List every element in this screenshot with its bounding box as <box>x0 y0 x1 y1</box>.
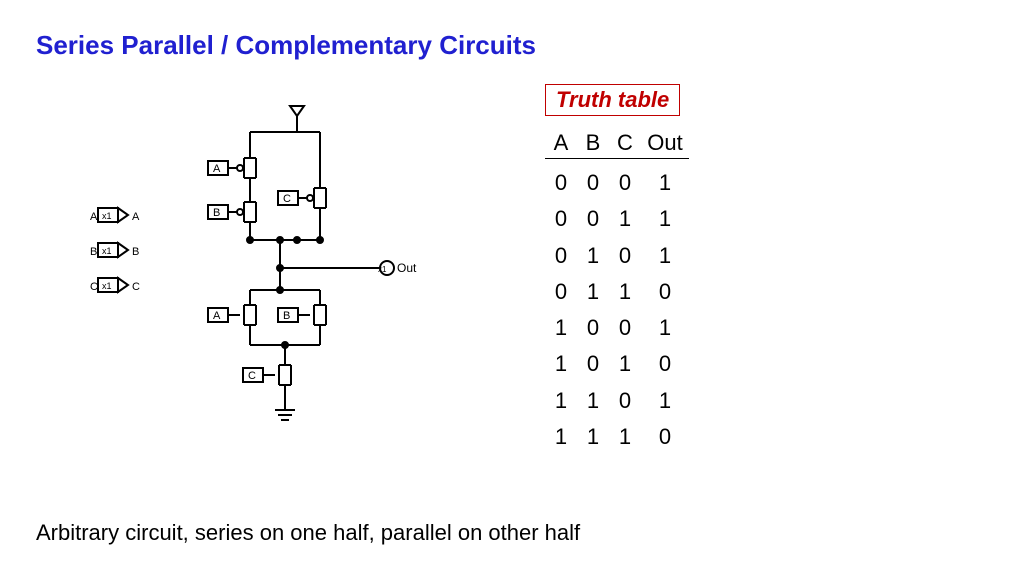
truth-table-cell: 0 <box>641 419 689 455</box>
th-a: A <box>545 130 577 156</box>
nmos-c: C <box>243 365 291 410</box>
truth-table-cell: 0 <box>609 310 641 346</box>
input-buffer-a: A x1 A <box>90 208 140 223</box>
truth-table-cell: 0 <box>545 238 577 274</box>
vdd-symbol <box>290 106 304 116</box>
svg-text:B: B <box>213 207 220 219</box>
truth-table-row: 0110 <box>545 274 689 310</box>
truth-table-cell: 1 <box>641 383 689 419</box>
truth-table-row: 0001 <box>545 165 689 201</box>
svg-text:C: C <box>90 281 98 293</box>
truth-table-cell: 1 <box>545 310 577 346</box>
truth-table-cell: 0 <box>577 346 609 382</box>
svg-text:C: C <box>132 281 140 293</box>
nmos-a: A <box>208 305 256 345</box>
pmos-b: B <box>208 192 256 240</box>
nmos-b: B <box>278 305 326 345</box>
truth-table: A B C Out 000100110101011010011010110111… <box>545 130 689 455</box>
pmos-c: C <box>278 178 326 240</box>
truth-table-cell: 1 <box>577 238 609 274</box>
truth-table-header: A B C Out <box>545 130 689 159</box>
truth-table-cell: 1 <box>641 165 689 201</box>
truth-table-cell: 0 <box>609 165 641 201</box>
truth-table-cell: 0 <box>577 310 609 346</box>
svg-text:x1: x1 <box>102 246 112 256</box>
slide-title: Series Parallel / Complementary Circuits <box>36 30 536 61</box>
truth-table-row: 1010 <box>545 346 689 382</box>
svg-text:C: C <box>283 193 291 205</box>
svg-text:B: B <box>90 246 97 258</box>
truth-table-cell: 1 <box>545 419 577 455</box>
truth-table-cell: 1 <box>609 201 641 237</box>
truth-table-cell: 1 <box>577 419 609 455</box>
th-out: Out <box>641 130 689 156</box>
truth-table-cell: 0 <box>609 383 641 419</box>
output-label: Out <box>397 261 417 275</box>
truth-table-cell: 1 <box>609 346 641 382</box>
svg-text:A: A <box>213 163 221 175</box>
th-b: B <box>577 130 609 156</box>
truth-table-cell: 1 <box>577 274 609 310</box>
svg-text:A: A <box>213 310 221 322</box>
truth-table-row: 0011 <box>545 201 689 237</box>
truth-table-row: 1001 <box>545 310 689 346</box>
truth-table-row: 1110 <box>545 419 689 455</box>
svg-text:x1: x1 <box>102 281 112 291</box>
truth-table-cell: 0 <box>577 201 609 237</box>
slide-caption: Arbitrary circuit, series on one half, p… <box>36 520 580 546</box>
truth-table-cell: 1 <box>641 238 689 274</box>
truth-table-cell: 0 <box>609 238 641 274</box>
truth-table-cell: 1 <box>545 346 577 382</box>
pmos-a: A <box>208 148 256 192</box>
input-buffer-b: B x1 B <box>90 243 139 258</box>
truth-table-row: 0101 <box>545 238 689 274</box>
svg-text:C: C <box>248 370 256 382</box>
truth-table-cell: 1 <box>545 383 577 419</box>
truth-table-label: Truth table <box>545 84 680 116</box>
input-buffer-c: C x1 C <box>90 278 140 293</box>
truth-table-cell: 1 <box>577 383 609 419</box>
truth-table-row: 1101 <box>545 383 689 419</box>
svg-text:B: B <box>132 246 139 258</box>
truth-table-cell: 0 <box>545 274 577 310</box>
svg-text:B: B <box>283 310 290 322</box>
circuit-diagram: A x1 A B x1 B C x1 C <box>90 100 430 470</box>
truth-table-cell: 0 <box>545 165 577 201</box>
svg-text:A: A <box>132 211 140 223</box>
truth-table-cell: 0 <box>641 274 689 310</box>
truth-table-cell: 0 <box>545 201 577 237</box>
truth-table-cell: 1 <box>641 310 689 346</box>
truth-table-cell: 0 <box>577 165 609 201</box>
svg-text:x1: x1 <box>378 265 387 274</box>
truth-table-cell: 0 <box>641 346 689 382</box>
truth-table-cell: 1 <box>641 201 689 237</box>
truth-table-cell: 1 <box>609 419 641 455</box>
truth-table-cell: 1 <box>609 274 641 310</box>
svg-text:x1: x1 <box>102 211 112 221</box>
th-c: C <box>609 130 641 156</box>
svg-text:A: A <box>90 211 98 223</box>
